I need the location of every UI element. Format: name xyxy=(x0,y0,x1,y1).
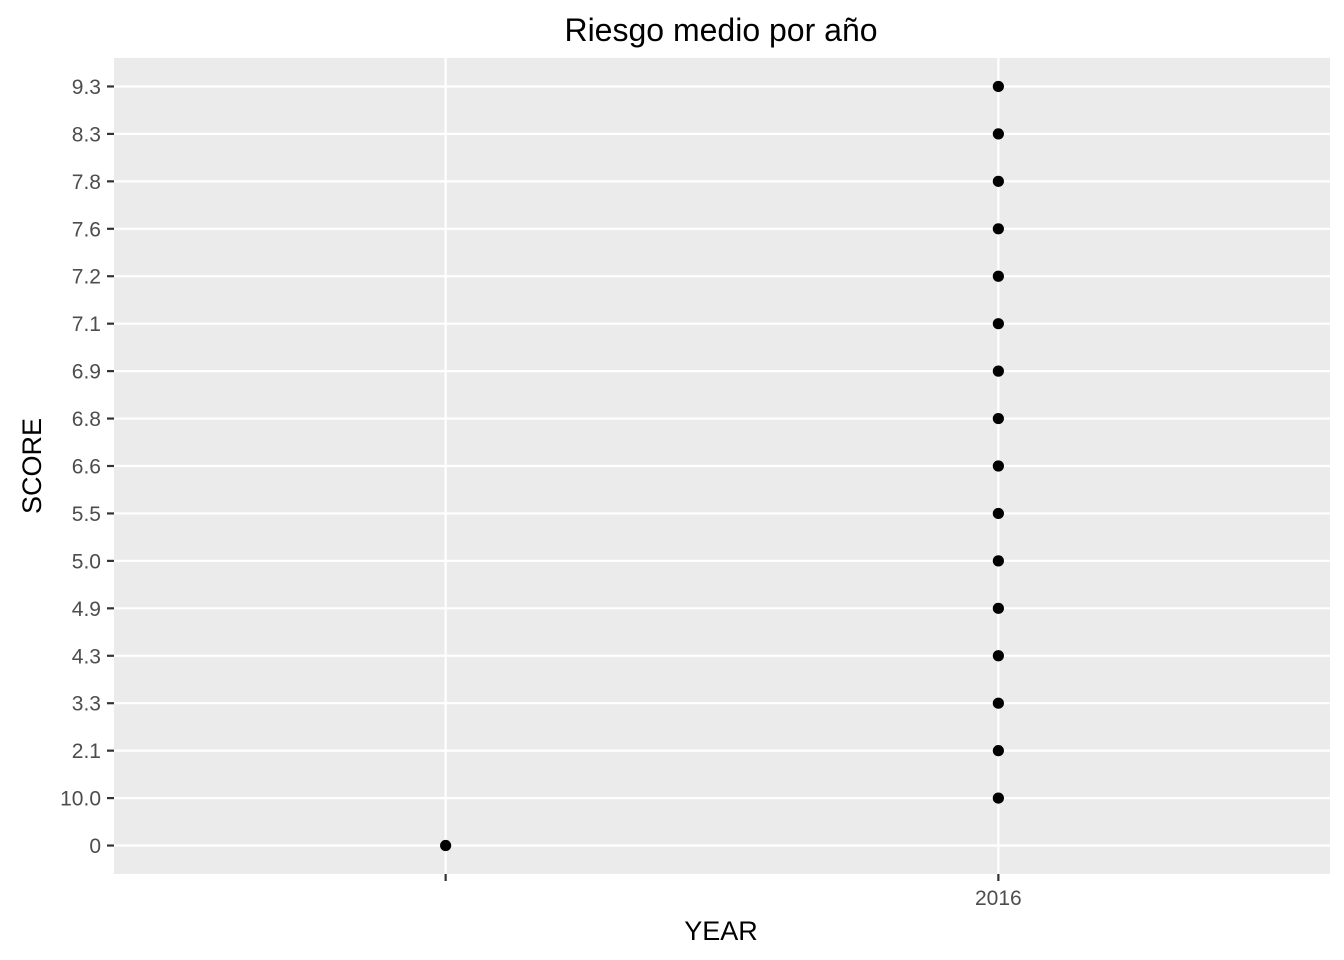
grid-lines xyxy=(114,58,1330,874)
data-point xyxy=(992,80,1004,93)
y-tick-label: 7.8 xyxy=(72,171,101,194)
data-point xyxy=(992,460,1004,472)
data-point xyxy=(992,745,1004,757)
y-tick-label: 10.0 xyxy=(60,788,101,811)
data-point xyxy=(992,555,1004,567)
y-tick-label: 8.3 xyxy=(72,123,101,146)
y-tick-label: 2.1 xyxy=(72,740,101,763)
data-point xyxy=(992,270,1004,282)
y-tick-label: 6.9 xyxy=(72,361,101,384)
data-point xyxy=(992,650,1004,662)
y-tick-label: 4.9 xyxy=(72,598,101,621)
y-tick-label: 7.1 xyxy=(72,313,101,336)
data-point xyxy=(992,128,1004,140)
y-tick-label: 6.8 xyxy=(72,408,101,431)
y-tick-label: 5.0 xyxy=(72,550,101,573)
data-point xyxy=(992,697,1004,709)
y-tick-label: 9.3 xyxy=(72,76,101,99)
data-point xyxy=(440,839,452,852)
data-points xyxy=(440,80,1004,852)
data-point xyxy=(992,792,1004,804)
x-tick-label: 2016 xyxy=(975,887,1022,910)
y-tick-label: 7.6 xyxy=(72,218,101,241)
y-tick-label: 6.6 xyxy=(72,456,101,479)
y-tick-label: 3.3 xyxy=(72,693,101,716)
y-axis-title: SCORE xyxy=(17,418,47,514)
data-point xyxy=(992,412,1004,425)
data-point xyxy=(992,175,1004,187)
y-tick-label: 0 xyxy=(89,835,101,858)
data-point xyxy=(992,602,1004,614)
data-point xyxy=(992,318,1004,330)
x-axis: 2016 xyxy=(444,874,1022,910)
y-tick-label: 7.2 xyxy=(72,266,101,289)
data-point xyxy=(992,365,1004,377)
y-tick-label: 4.3 xyxy=(72,645,101,668)
data-point xyxy=(992,223,1004,235)
x-axis-title: YEAR xyxy=(684,916,758,946)
y-axis: 0 10.0 2.1 3.3 4.3 4.9 5.0 5.5 6.6 6.8 6.9 7.1 7.2 7.… xyxy=(60,76,114,858)
data-point xyxy=(992,507,1004,520)
y-tick-label: 5.5 xyxy=(72,503,101,526)
chart-title: Riesgo medio por año xyxy=(564,12,877,48)
